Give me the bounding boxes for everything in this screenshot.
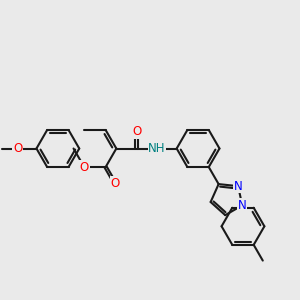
Text: N: N bbox=[234, 180, 242, 193]
Text: NH: NH bbox=[148, 142, 166, 155]
Text: O: O bbox=[13, 142, 22, 155]
Text: N: N bbox=[238, 199, 247, 212]
Text: O: O bbox=[80, 160, 89, 173]
Text: O: O bbox=[132, 125, 141, 138]
Text: O: O bbox=[110, 177, 120, 190]
